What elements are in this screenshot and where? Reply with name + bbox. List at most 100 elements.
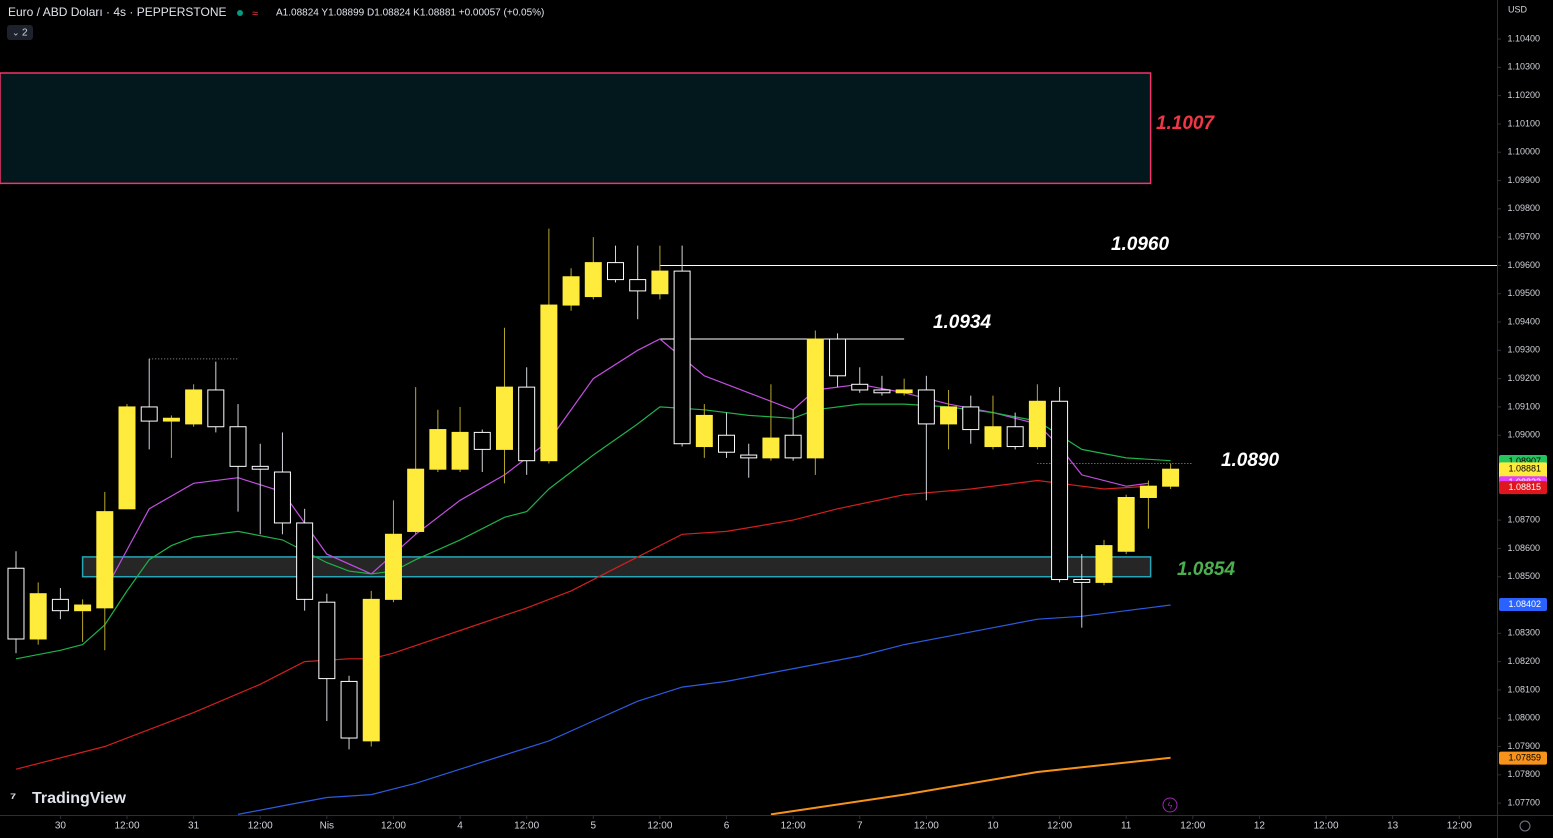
- candle-body: [1073, 579, 1091, 583]
- candle-body: [1117, 496, 1135, 552]
- price-tag-label: 1.08907: [1508, 456, 1541, 466]
- candle-body: [296, 522, 314, 600]
- price-tag-label: 1.08815: [1508, 482, 1541, 492]
- status-dot: [237, 10, 243, 16]
- x-tick-label: 13: [1387, 821, 1399, 832]
- x-tick-label: 4: [457, 821, 463, 832]
- candle-body: [673, 270, 691, 445]
- candle-body: [429, 429, 447, 470]
- status-icon: ≈: [252, 8, 258, 20]
- x-tick-label: 6: [724, 821, 730, 832]
- candle-body: [695, 414, 713, 448]
- x-tick-label: Nis: [320, 821, 334, 832]
- candle-body: [984, 426, 1002, 448]
- axes: 1.10400 1.10300 1.10200 1.10100 1.10000 1.099…: [55, 33, 1547, 832]
- y-tick-label: 1.10300: [1507, 62, 1540, 72]
- candle-body: [518, 386, 536, 462]
- candle-body: [829, 338, 847, 377]
- annotation: 1.0934: [933, 312, 992, 333]
- candle-body: [762, 437, 780, 459]
- y-tick-label: 1.09800: [1507, 203, 1540, 213]
- chevron: ⌄: [12, 27, 20, 37]
- y-tick-label: 1.09400: [1507, 316, 1540, 326]
- x-tick-label: 12:00: [514, 821, 539, 832]
- zone: [81, 556, 1152, 578]
- indicator-line: [770, 756, 1171, 816]
- candle-body: [740, 454, 758, 459]
- x-tick-label: 31: [188, 821, 200, 832]
- candle-body: [207, 389, 225, 428]
- candle-body: [607, 262, 624, 281]
- annotation: 1.0890: [1221, 450, 1280, 471]
- indicator-line: [104, 338, 1149, 592]
- candle-body: [362, 598, 380, 742]
- candle-body: [451, 431, 469, 470]
- indicator-line: [15, 479, 1149, 770]
- x-tick-label: 12: [1254, 821, 1266, 832]
- y-tick-label: 1.07900: [1507, 741, 1540, 751]
- zone: [0, 72, 1152, 185]
- y-tick-label: 1.08600: [1507, 543, 1540, 553]
- candle-body: [540, 304, 558, 462]
- candle-body: [185, 389, 203, 425]
- lightning-icon[interactable]: [1162, 797, 1178, 813]
- y-tick-label: 1.08000: [1507, 713, 1540, 723]
- annotation: 1.1007: [1156, 113, 1216, 134]
- candle-body: [473, 431, 491, 450]
- y-tick-label: 1.10400: [1507, 33, 1540, 43]
- settings-icon[interactable]: [1519, 820, 1531, 832]
- candle-body: [74, 604, 92, 612]
- y-tick-label: 1.09100: [1507, 401, 1540, 411]
- x-tick-label: 10: [987, 821, 999, 832]
- candle-body: [340, 680, 358, 739]
- x-tick-label: 12:00: [647, 821, 672, 832]
- symbol: Euro / ABD Doları · 4s · PEPPERSTONE: [8, 5, 227, 19]
- x-tick-label: 12:00: [1447, 821, 1472, 832]
- y-tick-label: 1.10100: [1507, 118, 1540, 128]
- candle-body: [629, 279, 647, 292]
- x-tick-label: 12:00: [914, 821, 939, 832]
- x-tick-label: 30: [55, 821, 67, 832]
- x-tick-label: 11: [1121, 821, 1132, 832]
- candle-body: [140, 406, 158, 422]
- x-tick-label: 12:00: [381, 821, 406, 832]
- candle-body: [96, 511, 114, 609]
- price-tag-label: 1.07859: [1508, 752, 1541, 762]
- price-tag: [1499, 481, 1547, 495]
- x-tick-label: 12:00: [1314, 821, 1339, 832]
- candle-body: [651, 270, 669, 295]
- y-tick-label: 1.09700: [1507, 232, 1540, 242]
- plot: 1.1007 1.0960 1.0934 1.0890 1.0854: [0, 72, 1497, 816]
- indicators-count: 2: [22, 28, 28, 39]
- currency[interactable]: USD: [1508, 4, 1528, 14]
- indicators-toggle[interactable]: [7, 25, 33, 40]
- candle-body: [784, 434, 802, 459]
- candle-body: [7, 567, 25, 640]
- candle-body: [318, 601, 336, 680]
- y-tick-label: 1.10000: [1507, 147, 1540, 157]
- candle-body: [407, 468, 425, 532]
- y-tick-label: 1.07800: [1507, 769, 1540, 779]
- candle-body: [1139, 485, 1157, 498]
- candle-body: [273, 471, 291, 524]
- annotation: 1.0960: [1111, 234, 1170, 255]
- y-tick-label: 1.08300: [1507, 628, 1540, 638]
- y-tick-label: 1.08700: [1507, 515, 1540, 525]
- y-tick-label: 1.10200: [1507, 90, 1540, 100]
- price-tag-label: 1.08402: [1508, 599, 1541, 609]
- y-tick-label: 1.09600: [1507, 260, 1540, 270]
- price-tag: [1499, 751, 1547, 765]
- y-tick-label: 1.09000: [1507, 430, 1540, 440]
- candle-body: [162, 417, 180, 422]
- candle-body: [895, 389, 913, 394]
- y-tick-label: 1.09300: [1507, 345, 1540, 355]
- indicator-line: [237, 604, 1171, 815]
- candle-body: [229, 426, 247, 467]
- candle-body: [873, 389, 891, 394]
- candle-body: [495, 386, 513, 450]
- candle-body: [29, 593, 47, 640]
- candle-body: [562, 276, 580, 306]
- candle-body: [251, 465, 269, 470]
